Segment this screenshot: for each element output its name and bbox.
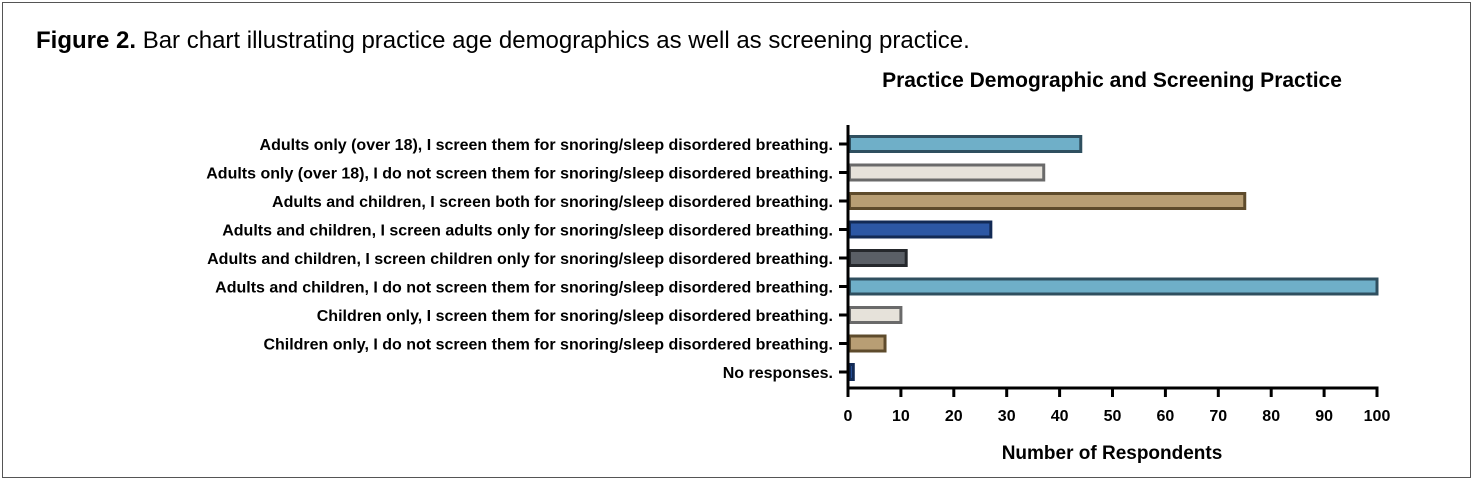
bar (848, 334, 887, 353)
x-tick-label: 70 (1209, 408, 1227, 425)
x-tick-label: 30 (998, 408, 1016, 425)
axes-group: Adults only (over 18), I screen them for… (206, 125, 1390, 425)
x-tick-label: 80 (1262, 408, 1280, 425)
x-tick-label: 20 (945, 408, 963, 425)
bar (848, 192, 1247, 210)
bar (848, 363, 855, 381)
x-axis-title: Number of Respondents (1002, 443, 1223, 464)
bar (848, 249, 908, 267)
x-tick-label: 0 (844, 408, 853, 425)
x-tick-label: 40 (1051, 408, 1069, 425)
category-label: No responses. (723, 365, 833, 382)
bar (848, 306, 903, 324)
bar (848, 220, 993, 239)
category-label: Children only, I do not screen them for … (263, 337, 833, 354)
figure-label: Figure 2. (36, 27, 137, 54)
bar (848, 163, 1046, 182)
category-label: Adults only (over 18), I screen them for… (260, 137, 833, 154)
category-label: Adults and children, I screen adults onl… (222, 223, 833, 240)
figure-caption: Figure 2. Bar chart illustrating practic… (36, 27, 970, 55)
x-tick-label: 100 (1364, 408, 1391, 425)
chart-title: Practice Demographic and Screening Pract… (882, 69, 1342, 92)
category-label: Adults and children, I screen children o… (207, 251, 833, 268)
figure-caption-text: Bar chart illustrating practice age demo… (136, 27, 970, 54)
x-tick-label: 90 (1315, 408, 1333, 425)
bar (848, 277, 1379, 296)
category-label: Adults and children, I screen both for s… (272, 194, 833, 211)
category-label: Adults only (over 18), I do not screen t… (206, 166, 833, 183)
category-label: Adults and children, I do not screen the… (215, 280, 833, 297)
x-tick-label: 50 (1104, 408, 1122, 425)
bar (848, 135, 1083, 153)
bars-group (848, 135, 1379, 381)
category-label: Children only, I screen them for snoring… (317, 308, 833, 325)
x-tick-label: 60 (1157, 408, 1175, 425)
x-tick-label: 10 (892, 408, 910, 425)
